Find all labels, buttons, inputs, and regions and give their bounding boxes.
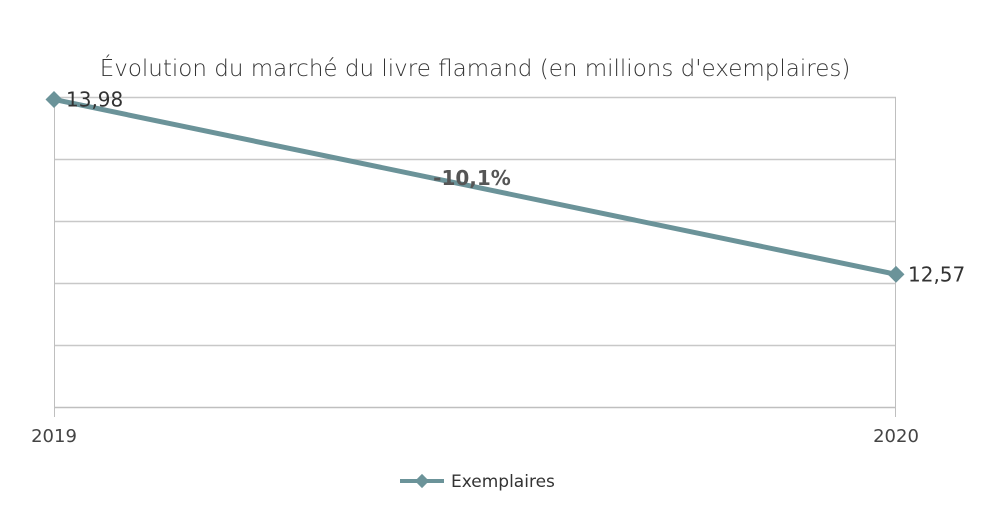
axes: 2019 2020 (31, 97, 919, 447)
legend[interactable]: Exemplaires (400, 472, 555, 492)
data-point-2020 (887, 265, 905, 283)
data-label-2020: 12,57 (908, 262, 965, 286)
data-labels: 13,98 12,57 (66, 87, 965, 286)
legend-label-exemplaires: Exemplaires (451, 472, 555, 492)
change-annotation: -10,1% (433, 166, 511, 190)
legend-marker-diamond (414, 473, 430, 489)
gridlines (54, 96, 896, 347)
series-line-exemplaires (53, 97, 897, 277)
data-label-2019: 13,98 (66, 87, 123, 111)
series-exemplaires (45, 90, 905, 283)
x-tick-label-2019: 2019 (31, 426, 77, 447)
data-point-2019 (45, 90, 63, 108)
x-tick-label-2020: 2020 (873, 426, 919, 447)
chart-title: Évolution du marché du livre flamand (en… (100, 54, 851, 82)
